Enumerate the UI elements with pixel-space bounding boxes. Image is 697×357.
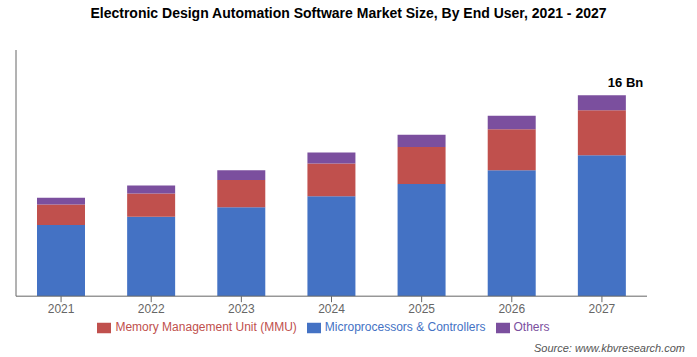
svg-text:2025: 2025 xyxy=(408,302,435,316)
svg-text:2024: 2024 xyxy=(318,302,345,316)
html-text:Microprocessors & Controllers: Microprocessors & Controllers xyxy=(324,320,486,335)
svg-text:16 Bn: 16 Bn xyxy=(608,75,643,90)
svg-text:2021: 2021 xyxy=(48,302,75,316)
html-text:Others: Others xyxy=(513,320,550,335)
html-text:Source: www.kbvresearch.com: Source: www.kbvresearch.com xyxy=(534,342,685,354)
svg-text:2026: 2026 xyxy=(498,302,525,316)
svg-text:2023: 2023 xyxy=(228,302,255,316)
svg-text:2027: 2027 xyxy=(589,302,616,316)
html-text:Electronic Design Automation S: Electronic Design Automation Software Ma… xyxy=(90,5,607,21)
html-text:Memory Management Unit (MMU): Memory Management Unit (MMU) xyxy=(115,320,297,335)
svg-text:2022: 2022 xyxy=(138,302,165,316)
